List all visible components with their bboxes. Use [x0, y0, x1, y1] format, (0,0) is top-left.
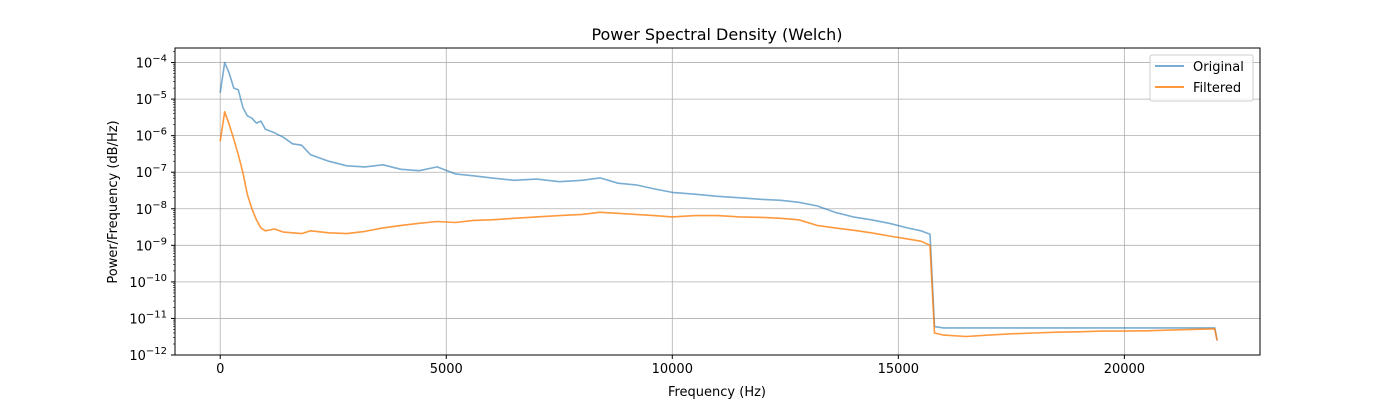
legend-label-filtered: Filtered [1193, 81, 1241, 96]
series-line-filtered [219, 111, 1218, 341]
y-tick-label: 10−9 [136, 236, 167, 254]
y-tick-label: 10−8 [136, 200, 167, 218]
y-tick-label: 10−10 [129, 273, 167, 291]
legend-label-original: Original [1193, 60, 1244, 75]
x-tick-label: 10000 [652, 362, 693, 377]
series-line-original [219, 61, 1218, 341]
x-tick-label: 0 [216, 362, 224, 377]
x-tick-label: 20000 [1104, 362, 1145, 377]
x-axis-label: Frequency (Hz) [668, 385, 766, 400]
y-tick-label: 10−12 [129, 346, 167, 364]
y-tick-label: 10−4 [136, 54, 167, 72]
y-tick-label: 10−5 [136, 90, 167, 108]
y-tick-label: 10−7 [136, 163, 167, 181]
y-axis: 10−12 10−11 10−10 10−9 10−8 10−7 10−6 10−5 10−4 [129, 51, 175, 364]
x-axis: 0 5000 10000 15000 20000 [216, 355, 1145, 377]
series-layer [219, 61, 1218, 341]
y-tick-label: 10−6 [136, 127, 167, 145]
y-tick-label: 10−11 [129, 309, 167, 327]
x-tick-label: 5000 [430, 362, 463, 377]
x-tick-label: 15000 [878, 362, 919, 377]
chart-title: Power Spectral Density (Welch) [591, 25, 842, 44]
y-axis-label: Power/Frequency (dB/Hz) [106, 120, 121, 283]
legend: Original Filtered [1149, 54, 1254, 102]
plot-frame [174, 47, 1261, 356]
grid-lines [175, 48, 1260, 356]
